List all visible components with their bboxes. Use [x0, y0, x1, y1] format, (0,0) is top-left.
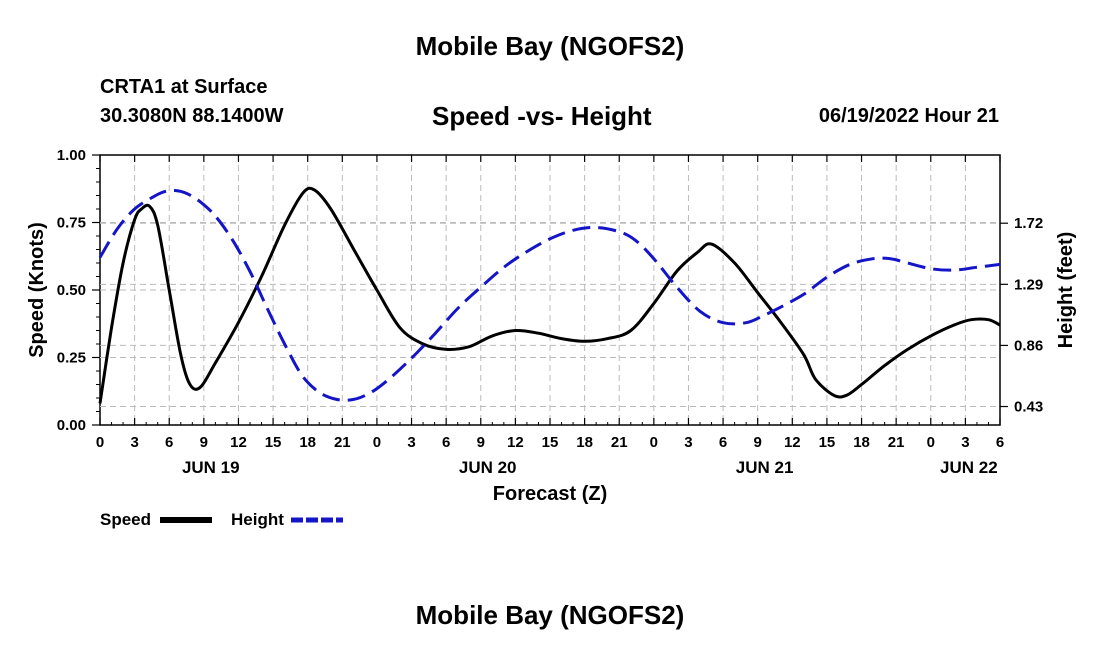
- date-label: JUN 21: [736, 458, 794, 477]
- y-axis-title: Speed (Knots): [26, 222, 48, 358]
- x-tick-label: 6: [442, 434, 450, 451]
- station-name: CRTA1 at Surface: [100, 76, 268, 98]
- series-lines: [98, 186, 1001, 404]
- x-tick-label: 0: [927, 434, 935, 451]
- x-tick-label: 6: [996, 434, 1004, 451]
- y-tick-label: 0.00: [57, 417, 86, 434]
- x-tick-label: 0: [96, 434, 104, 451]
- y2-tick-label: 1.29: [1014, 276, 1043, 293]
- axis-labels: 0 3 6 9 12 15 18 21 0 3 6 9 12 15 18 21 0 3 6 9 12 15 18 21 0 3 6 0…: [57, 147, 1043, 477]
- x-axis-title: Forecast (Z): [493, 483, 607, 505]
- x-tick-label: 3: [407, 434, 415, 451]
- x-tick-label: 9: [477, 434, 485, 451]
- x-tick-label: 0: [650, 434, 658, 451]
- x-tick-label: 15: [819, 434, 836, 451]
- date-label: JUN 20: [459, 458, 517, 477]
- x-tick-label: 12: [507, 434, 524, 451]
- x-tick-label: 21: [334, 434, 351, 451]
- axis-ticks: [92, 154, 1008, 426]
- x-tick-label: 18: [853, 434, 870, 451]
- x-tick-label: 18: [576, 434, 593, 451]
- grid: [100, 155, 1000, 425]
- x-tick-label: 15: [265, 434, 282, 451]
- y-tick-label: 0.75: [57, 215, 86, 232]
- x-tick-label: 3: [684, 434, 692, 451]
- y2-tick-label: 0.43: [1014, 399, 1043, 416]
- date-label: JUN 22: [940, 458, 998, 477]
- legend-label-height: Height: [231, 510, 284, 529]
- y-tick-label: 0.25: [57, 350, 86, 367]
- x-tick-label: 9: [754, 434, 762, 451]
- height-series-line: [98, 188, 1001, 402]
- chart-title: Mobile Bay (NGOFS2): [415, 31, 685, 61]
- chart-title-repeat: Mobile Bay (NGOFS2): [415, 600, 685, 630]
- y-tick-label: 0.50: [57, 282, 86, 299]
- y2-axis-title: Height (feet): [1055, 232, 1077, 349]
- x-tick-label: 6: [165, 434, 173, 451]
- x-tick-label: 12: [784, 434, 801, 451]
- forecast-datetime: 06/19/2022 Hour 21: [818, 105, 999, 127]
- x-tick-label: 0: [373, 434, 381, 451]
- x-tick-label: 18: [299, 434, 316, 451]
- date-label: JUN 19: [182, 458, 240, 477]
- x-tick-label: 21: [611, 434, 628, 451]
- chart-subtitle: Speed -vs- Height: [432, 101, 652, 131]
- x-tick-label: 3: [130, 434, 138, 451]
- legend-label-speed: Speed: [100, 510, 151, 529]
- x-tick-label: 21: [888, 434, 905, 451]
- x-tick-label: 9: [200, 434, 208, 451]
- speed-series-line: [98, 186, 1001, 404]
- y2-tick-label: 1.72: [1014, 215, 1043, 232]
- legend: Speed Height: [100, 510, 343, 529]
- x-tick-label: 15: [542, 434, 559, 451]
- station-coordinates: 30.3080N 88.1400W: [100, 105, 284, 127]
- x-tick-label: 3: [961, 434, 969, 451]
- y2-tick-label: 0.86: [1014, 337, 1043, 354]
- y-tick-label: 1.00: [57, 147, 86, 164]
- x-tick-label: 12: [230, 434, 247, 451]
- x-tick-label: 6: [719, 434, 727, 451]
